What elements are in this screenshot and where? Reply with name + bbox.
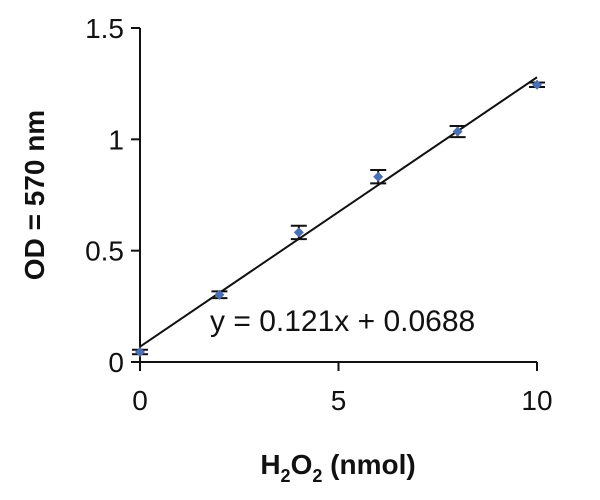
y-tick-label: 0 (108, 347, 124, 378)
data-marker (214, 289, 225, 300)
y-axis-title: OD = 570 nm (19, 110, 50, 280)
trendline (139, 76, 538, 348)
x-axis-title-sub1: 2 (281, 466, 291, 486)
y-tick-label: 1.5 (85, 13, 124, 44)
data-point (449, 124, 466, 139)
y-tick-label: 1 (108, 124, 124, 155)
data-point (132, 346, 148, 357)
data-point (370, 169, 387, 185)
x-ticks: 0 5 10 (132, 362, 553, 416)
x-tick-label: 10 (521, 385, 552, 416)
data-marker (293, 227, 304, 238)
x-axis-title-sub2: 2 (312, 466, 322, 486)
x-axis-title: H2O2 (nmol) (260, 449, 415, 486)
data-point (211, 289, 228, 300)
x-tick-label: 0 (132, 385, 148, 416)
data-marker (373, 171, 384, 182)
data-point (290, 224, 307, 241)
y-tick-label: 0.5 (85, 236, 124, 267)
data-marker (532, 79, 542, 90)
x-axis-title-o: O (291, 449, 313, 480)
trendline-equation: y = 0.121x + 0.0688 (210, 305, 475, 338)
data-marker (135, 346, 145, 357)
x-tick-label: 5 (331, 385, 347, 416)
y-ticks: 0 0.5 1 1.5 (85, 13, 140, 378)
data-point (529, 79, 545, 90)
data-marker (452, 126, 463, 137)
x-axis-title-unit: (nmol) (322, 449, 415, 480)
x-axis-title-h: H (260, 449, 280, 480)
data-points (132, 79, 545, 357)
